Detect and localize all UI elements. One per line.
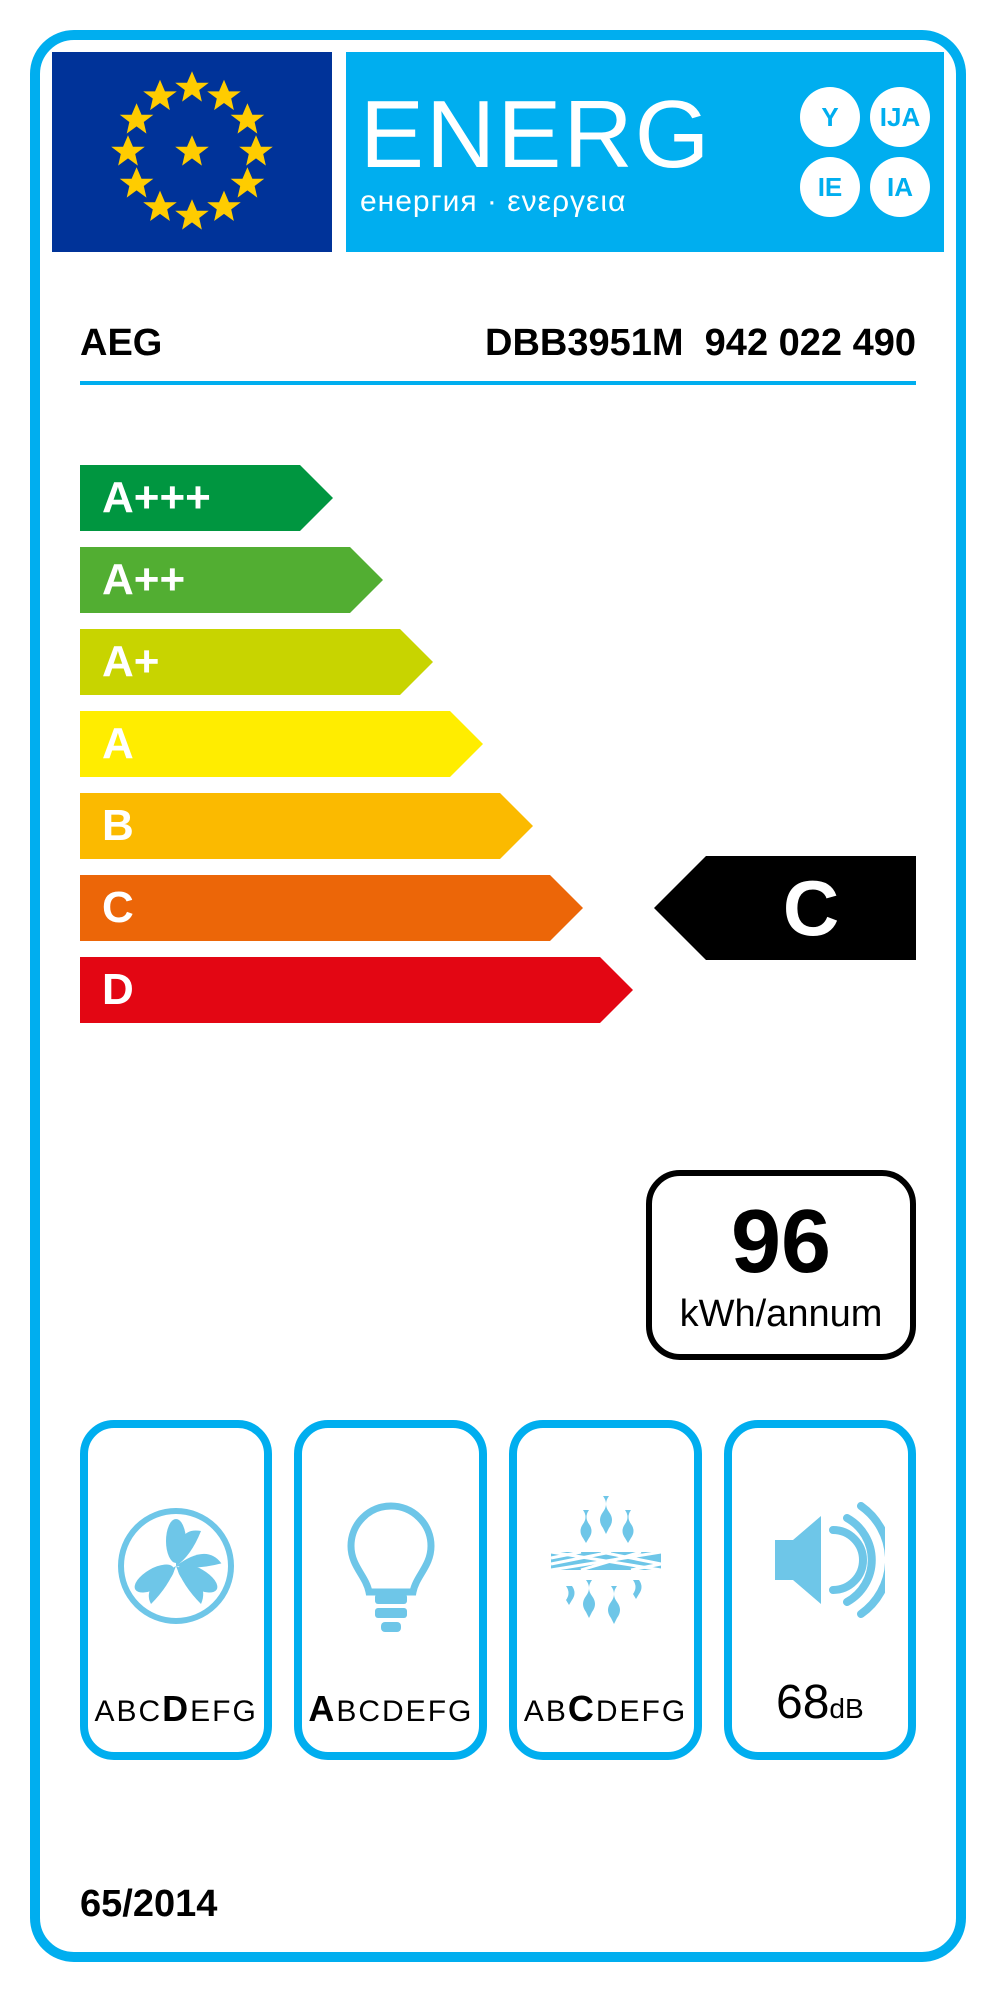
scale-class-label: B [102,793,134,859]
class-string: ABCDEFG [94,1688,257,1730]
scale-bar [80,711,450,777]
energ-box: ENERG енергия · ενεργεια Y IJA IE IA [346,52,944,252]
scale-bar [80,957,600,1023]
scale-bar [80,793,500,859]
class-string: ABCDEFG [308,1688,473,1730]
rating-marker: C [706,856,916,960]
regulation: 65/2014 [80,1883,217,1926]
scale-class-label: A+++ [102,465,211,531]
class-string: ABCDEFG [524,1688,687,1730]
scale-row: A+ [80,629,400,695]
consumption-unit: kWh/annum [680,1295,883,1333]
scale-row: B [80,793,500,859]
energ-main: ENERG [360,87,711,183]
suffix-pill: IE [800,157,860,217]
consumption-value: 96 [731,1197,831,1287]
scale-class-label: A+ [102,629,159,695]
suffix-grid: Y IJA IE IA [800,87,930,217]
bottom-row: ABCDEFG ABCDEFG ABCDEFG 68dB [80,1420,916,1760]
eu-flag-svg [52,52,332,252]
scale-class-label: A++ [102,547,185,613]
suffix-pill: IJA [870,87,930,147]
fan-icon [94,1444,258,1688]
scale-class-label: A [102,711,134,777]
info-box-fluid: ABCDEFG [80,1420,272,1760]
rating-scale: A+++A++A+ABCD C [80,465,916,1065]
scale-bar [80,875,550,941]
eu-flag [52,52,332,252]
rating-letter: C [783,863,839,954]
energy-label: ENERG енергия · ενεργεια Y IJA IE IA AEG… [30,30,966,1962]
info-box-noise: 68dB [724,1420,916,1760]
scale-row: A++ [80,547,350,613]
scale-class-label: D [102,957,134,1023]
suffix-pill: Y [800,87,860,147]
noise-value: 68dB [776,1675,864,1730]
scale-row: C [80,875,550,941]
brand: AEG [80,322,162,365]
suffix-pill: IA [870,157,930,217]
scale-row: A [80,711,450,777]
sound-icon [738,1444,902,1675]
model-code: DBB3951M 942 022 490 [485,322,916,365]
scale-class-label: C [102,875,134,941]
scale-row: A+++ [80,465,300,531]
consumption-box: 96 kWh/annum [646,1170,916,1360]
bulb-icon [308,1444,473,1688]
product-row: AEG DBB3951M 942 022 490 [80,322,916,385]
scale-row: D [80,957,600,1023]
header-row: ENERG енергия · ενεργεια Y IJA IE IA [40,40,956,252]
energ-sub: енергия · ενεργεια [360,187,711,217]
info-box-grease: ABCDEFG [509,1420,701,1760]
info-box-lighting: ABCDEFG [294,1420,487,1760]
filter-icon [523,1444,687,1688]
